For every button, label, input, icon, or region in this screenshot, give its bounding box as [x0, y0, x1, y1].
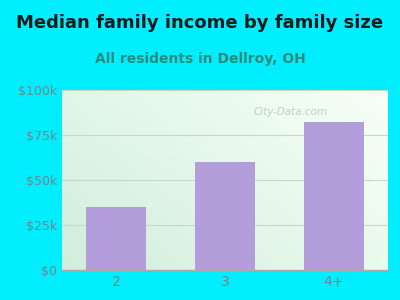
Bar	[195, 162, 255, 270]
Text: All residents in Dellroy, OH: All residents in Dellroy, OH	[95, 52, 305, 67]
Bar	[86, 207, 146, 270]
Text: City-Data.com: City-Data.com	[253, 106, 327, 117]
Text: Median family income by family size: Median family income by family size	[16, 14, 384, 32]
Bar	[304, 122, 364, 270]
